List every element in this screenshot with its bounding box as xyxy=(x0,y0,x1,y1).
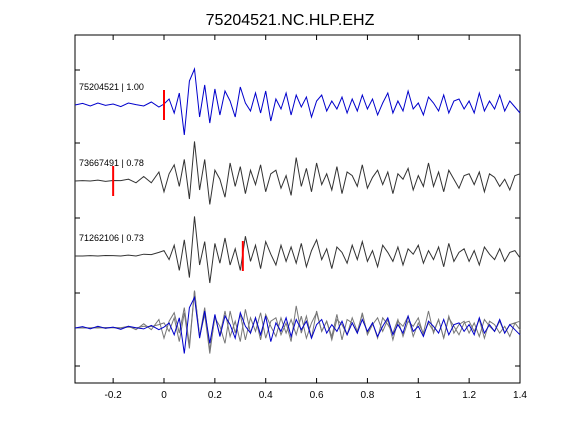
pick-markers xyxy=(112,90,244,271)
chart-title: 75204521.NC.HLP.EHZ xyxy=(206,12,375,29)
x-tick-label: 1.4 xyxy=(513,390,527,401)
y-ticks xyxy=(75,69,520,367)
x-tick-label: -0.2 xyxy=(105,390,123,401)
trace-stack xyxy=(74,67,521,284)
overlay-line-lower xyxy=(75,290,521,354)
x-tick-label: 0.6 xyxy=(310,390,324,401)
trace-line-lower xyxy=(75,216,521,284)
x-axis: -0.2 0 0.2 0.4 0.6 0.8 1 1.2 1.4 xyxy=(105,35,527,401)
overlay-line-top xyxy=(74,295,521,354)
trace-label: 73667491 | 0.78 xyxy=(79,158,144,168)
trace-labels: 75204521 | 1.00 73667491 | 0.78 71262106 |… xyxy=(79,82,144,243)
plot-frame xyxy=(74,34,521,384)
x-tick-label: 1 xyxy=(416,390,422,401)
overlay-traces xyxy=(74,290,521,354)
x-tick-label: 0 xyxy=(161,390,167,401)
overlay-line-middle xyxy=(74,290,521,351)
x-tick-label: 0.2 xyxy=(208,390,222,401)
x-tick-label: 0.8 xyxy=(360,390,374,401)
x-tick-label: 1.2 xyxy=(462,390,476,401)
trace-label: 71262106 | 0.73 xyxy=(79,233,144,243)
x-tick-label: 0.4 xyxy=(259,390,273,401)
trace-line-middle xyxy=(74,141,521,205)
trace-label: 75204521 | 1.00 xyxy=(79,82,144,92)
trace-line-top xyxy=(74,67,521,136)
